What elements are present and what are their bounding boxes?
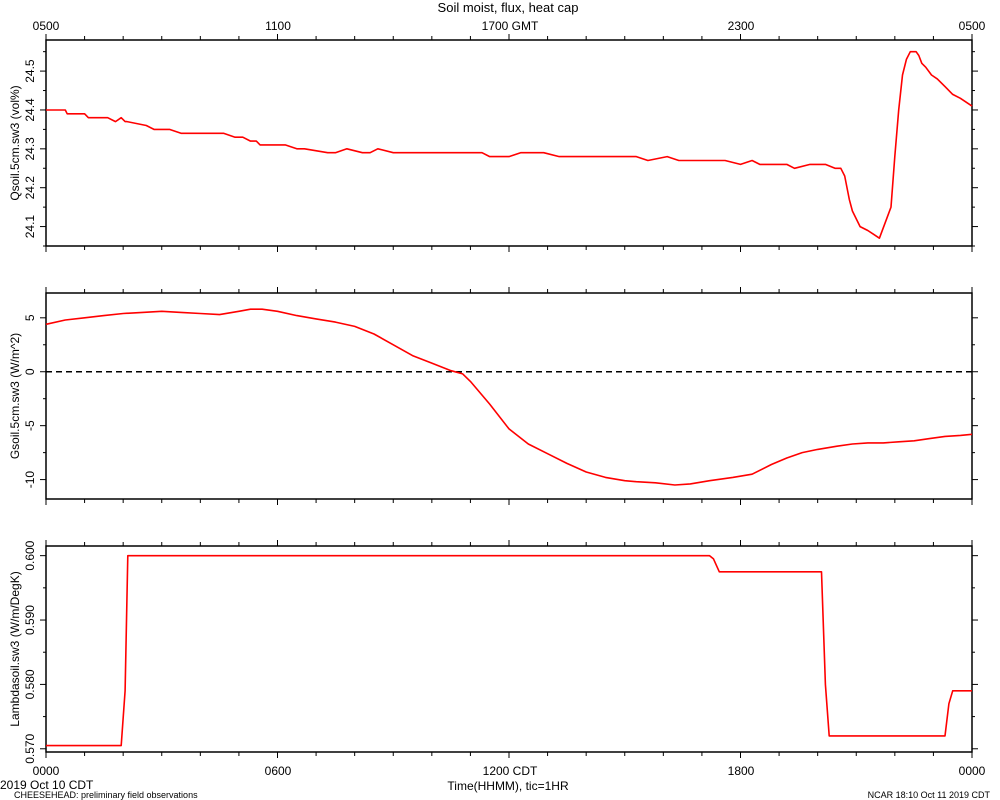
y-tick-label: -5 [23,420,37,431]
bottom-tick-label: 0000 [959,764,986,778]
y-axis-label: Lambdasoil.sw3 (W/m/DegK) [8,571,22,726]
date-label: 2019 Oct 10 CDT [0,778,94,792]
y-tick-label: 24.3 [23,137,37,161]
plot-frame [45,39,973,247]
bottom-tick-label: 1800 [728,764,755,778]
bottom-tick-label: 0000 [33,764,60,778]
series-line [46,554,972,747]
plot-frame [45,545,973,753]
footer-timestamp: NCAR 18:10 Oct 11 2019 CDT [867,790,990,800]
x-axis-label: Time(HHMM), tic=1HR [447,779,569,793]
y-tick-label: -10 [23,471,37,489]
top-tick-label: 0500 [959,19,986,33]
bottom-tick-label: 0600 [265,764,292,778]
y-tick-label: 24.1 [23,215,37,239]
y-tick-label: 24.5 [23,59,37,83]
y-tick-label: 0.590 [23,605,37,635]
y-axis-label: Gsoil.5cm.sw3 (W/m^2) [8,333,22,459]
plot-frame [45,292,973,500]
figure-title: Soil moist, flux, heat cap [438,0,579,15]
y-tick-label: 0 [23,368,37,375]
y-tick-label: 24.4 [23,98,37,122]
y-tick-label: 0.600 [23,540,37,570]
y-tick-label: 24.2 [23,176,37,200]
top-tick-label: 1700 GMT [482,19,539,33]
top-tick-label: 2300 [728,19,755,33]
footer-source-note: CHEESEHEAD: preliminary field observatio… [14,790,198,800]
y-tick-label: 0.570 [23,733,37,763]
bottom-tick-label: 1200 CDT [483,764,538,778]
soil-heat-flux-panel: -10 -5 0 5 Gsoil.5cm.sw3 (W/m^2) [8,287,978,505]
top-tick-label: 1100 [265,19,291,33]
series-line [45,308,973,486]
series-line [46,50,973,239]
y-tick-label: 0.580 [23,669,37,699]
y-tick-label: 5 [23,314,37,321]
y-axis-label: Qsoil.5cm.sw3 (vol%) [8,85,22,200]
top-tick-label: 0500 [33,19,60,33]
